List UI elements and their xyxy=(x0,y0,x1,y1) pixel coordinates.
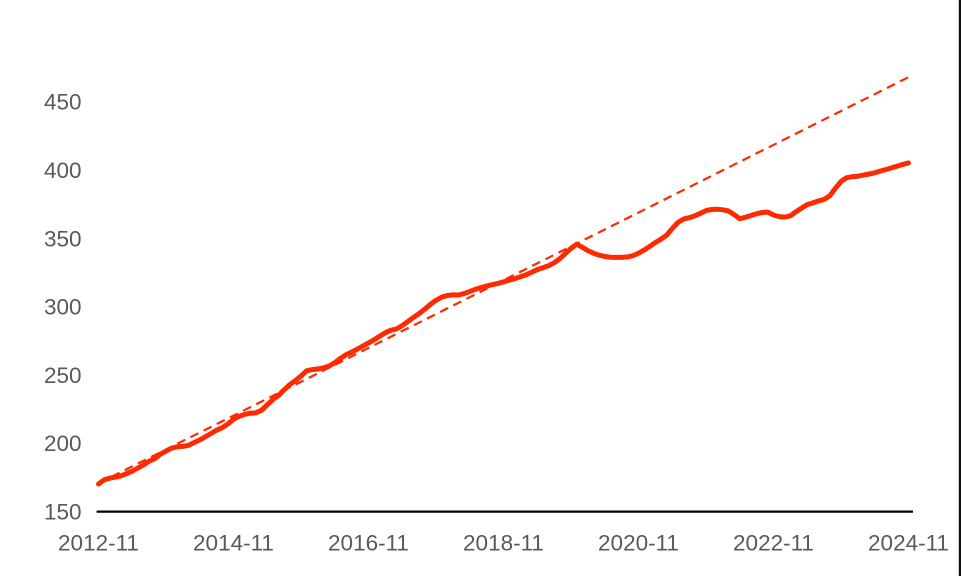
svg-text:150: 150 xyxy=(44,499,82,524)
svg-text:2024-11: 2024-11 xyxy=(868,530,949,555)
svg-text:300: 300 xyxy=(44,295,82,320)
svg-text:2014-11: 2014-11 xyxy=(193,530,274,555)
svg-text:2016-11: 2016-11 xyxy=(328,530,409,555)
svg-text:2018-11: 2018-11 xyxy=(463,530,544,555)
svg-text:2022-11: 2022-11 xyxy=(733,530,814,555)
svg-text:450: 450 xyxy=(44,90,82,115)
svg-text:350: 350 xyxy=(44,226,82,251)
svg-text:200: 200 xyxy=(44,431,82,456)
svg-text:400: 400 xyxy=(44,158,82,183)
svg-text:2012-11: 2012-11 xyxy=(58,530,139,555)
svg-text:2020-11: 2020-11 xyxy=(598,530,679,555)
svg-text:250: 250 xyxy=(44,363,82,388)
